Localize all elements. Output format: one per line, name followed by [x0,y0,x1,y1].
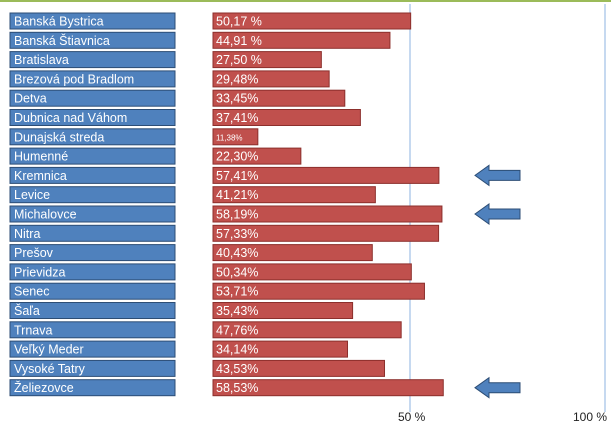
category-label: Trnava [14,323,52,337]
bar [212,31,391,49]
category-label: Banská Štiavnica [14,33,110,48]
category-label-box [9,147,176,165]
category-label: Brezová pod Bradlom [14,72,134,86]
bar-value-label: 58,19% [216,208,258,222]
bar-value-label: 34,14% [216,343,258,357]
bar [212,263,412,281]
category-label-box [9,359,176,377]
axis-ticks: 50 % 100 % [398,410,607,423]
category-label-box [9,282,176,300]
bar [212,70,330,88]
bar-value-label: 58,53% [216,381,258,395]
arrow-icon [474,376,521,399]
bar-value-label: 11,38% [216,133,243,142]
category-label-box [9,244,176,262]
category-label: Šaľa [14,303,40,318]
bar-value-label: 40,43% [216,246,258,260]
category-label: Želiezovce [14,380,74,395]
bar [212,282,425,300]
bar [212,128,259,146]
bar [212,302,354,319]
category-label-box [9,263,176,281]
category-label-box [9,340,176,358]
bar-value-label: 35,43% [216,304,258,318]
category-label-box [9,128,176,146]
bar [212,51,322,69]
bar [212,321,402,339]
category-label-box [9,205,176,223]
bar [212,89,346,107]
category-label: Dunajská streda [14,130,104,144]
bar-value-label: 33,45% [216,92,258,106]
category-label: Detva [14,92,47,106]
bar [212,147,302,165]
category-label: Prievidza [14,265,65,279]
category-label: Humenné [14,150,68,164]
category-label-box [9,51,176,69]
bar-value-label: 41,21% [216,188,258,202]
bar-value-label: 57,33% [216,227,258,241]
bars: 50,17 % 44,91 % 27,50 % 29,48% 33,45% 37,41% 1… [212,12,444,397]
category-label: Dubnica nad Váhom [14,111,127,125]
category-label: Nitra [14,227,40,241]
category-label: Levice [14,188,50,202]
bar-value-label: 27,50 % [216,53,262,67]
bar [212,186,376,204]
bar [212,205,443,223]
bar [212,379,444,397]
bar-value-label: 37,41% [216,111,258,125]
tick-label: 100 % [573,410,607,423]
highlight-arrows [474,164,521,399]
category-label-box [9,224,176,242]
category-labels: Banská Bystrica Banská Štiavnica Bratislav… [9,12,176,397]
category-label-box [9,166,176,184]
bar [212,12,412,30]
category-label: Veľký Meder [14,343,84,357]
tick-label: 50 % [398,410,426,423]
category-label: Senec [14,285,49,299]
bar-value-label: 53,71% [216,285,258,299]
bar-value-label: 50,17 % [216,15,262,29]
category-label-box [9,109,176,126]
category-label: Bratislava [14,53,69,67]
bar [212,340,349,358]
bar [212,109,361,126]
category-label: Prešov [14,246,54,260]
bar-value-label: 44,91 % [216,34,262,48]
bar-value-label: 29,48% [216,72,258,86]
category-label-box [9,89,176,107]
category-label: Banská Bystrica [14,15,104,29]
category-label-box [9,379,176,397]
category-label-box [9,302,176,319]
bar [212,166,440,184]
bar-value-label: 22,30% [216,150,258,164]
bar-value-label: 43,53% [216,362,258,376]
category-label-box [9,70,176,88]
category-label: Michalovce [14,208,77,222]
category-label: Vysoké Tatry [14,362,86,376]
category-label-box [9,186,176,204]
arrow-icon [474,203,521,225]
bar-value-label: 47,76% [216,323,258,337]
bar-value-label: 50,34% [216,265,258,279]
category-label-box [9,31,176,49]
bar [212,359,386,377]
category-label-box [9,321,176,339]
category-label: Kremnica [14,169,67,183]
bar [212,244,373,262]
arrow-icon [474,164,521,187]
bar-value-label: 57,41% [216,169,258,183]
bar [212,224,440,242]
category-label-box [9,12,176,30]
